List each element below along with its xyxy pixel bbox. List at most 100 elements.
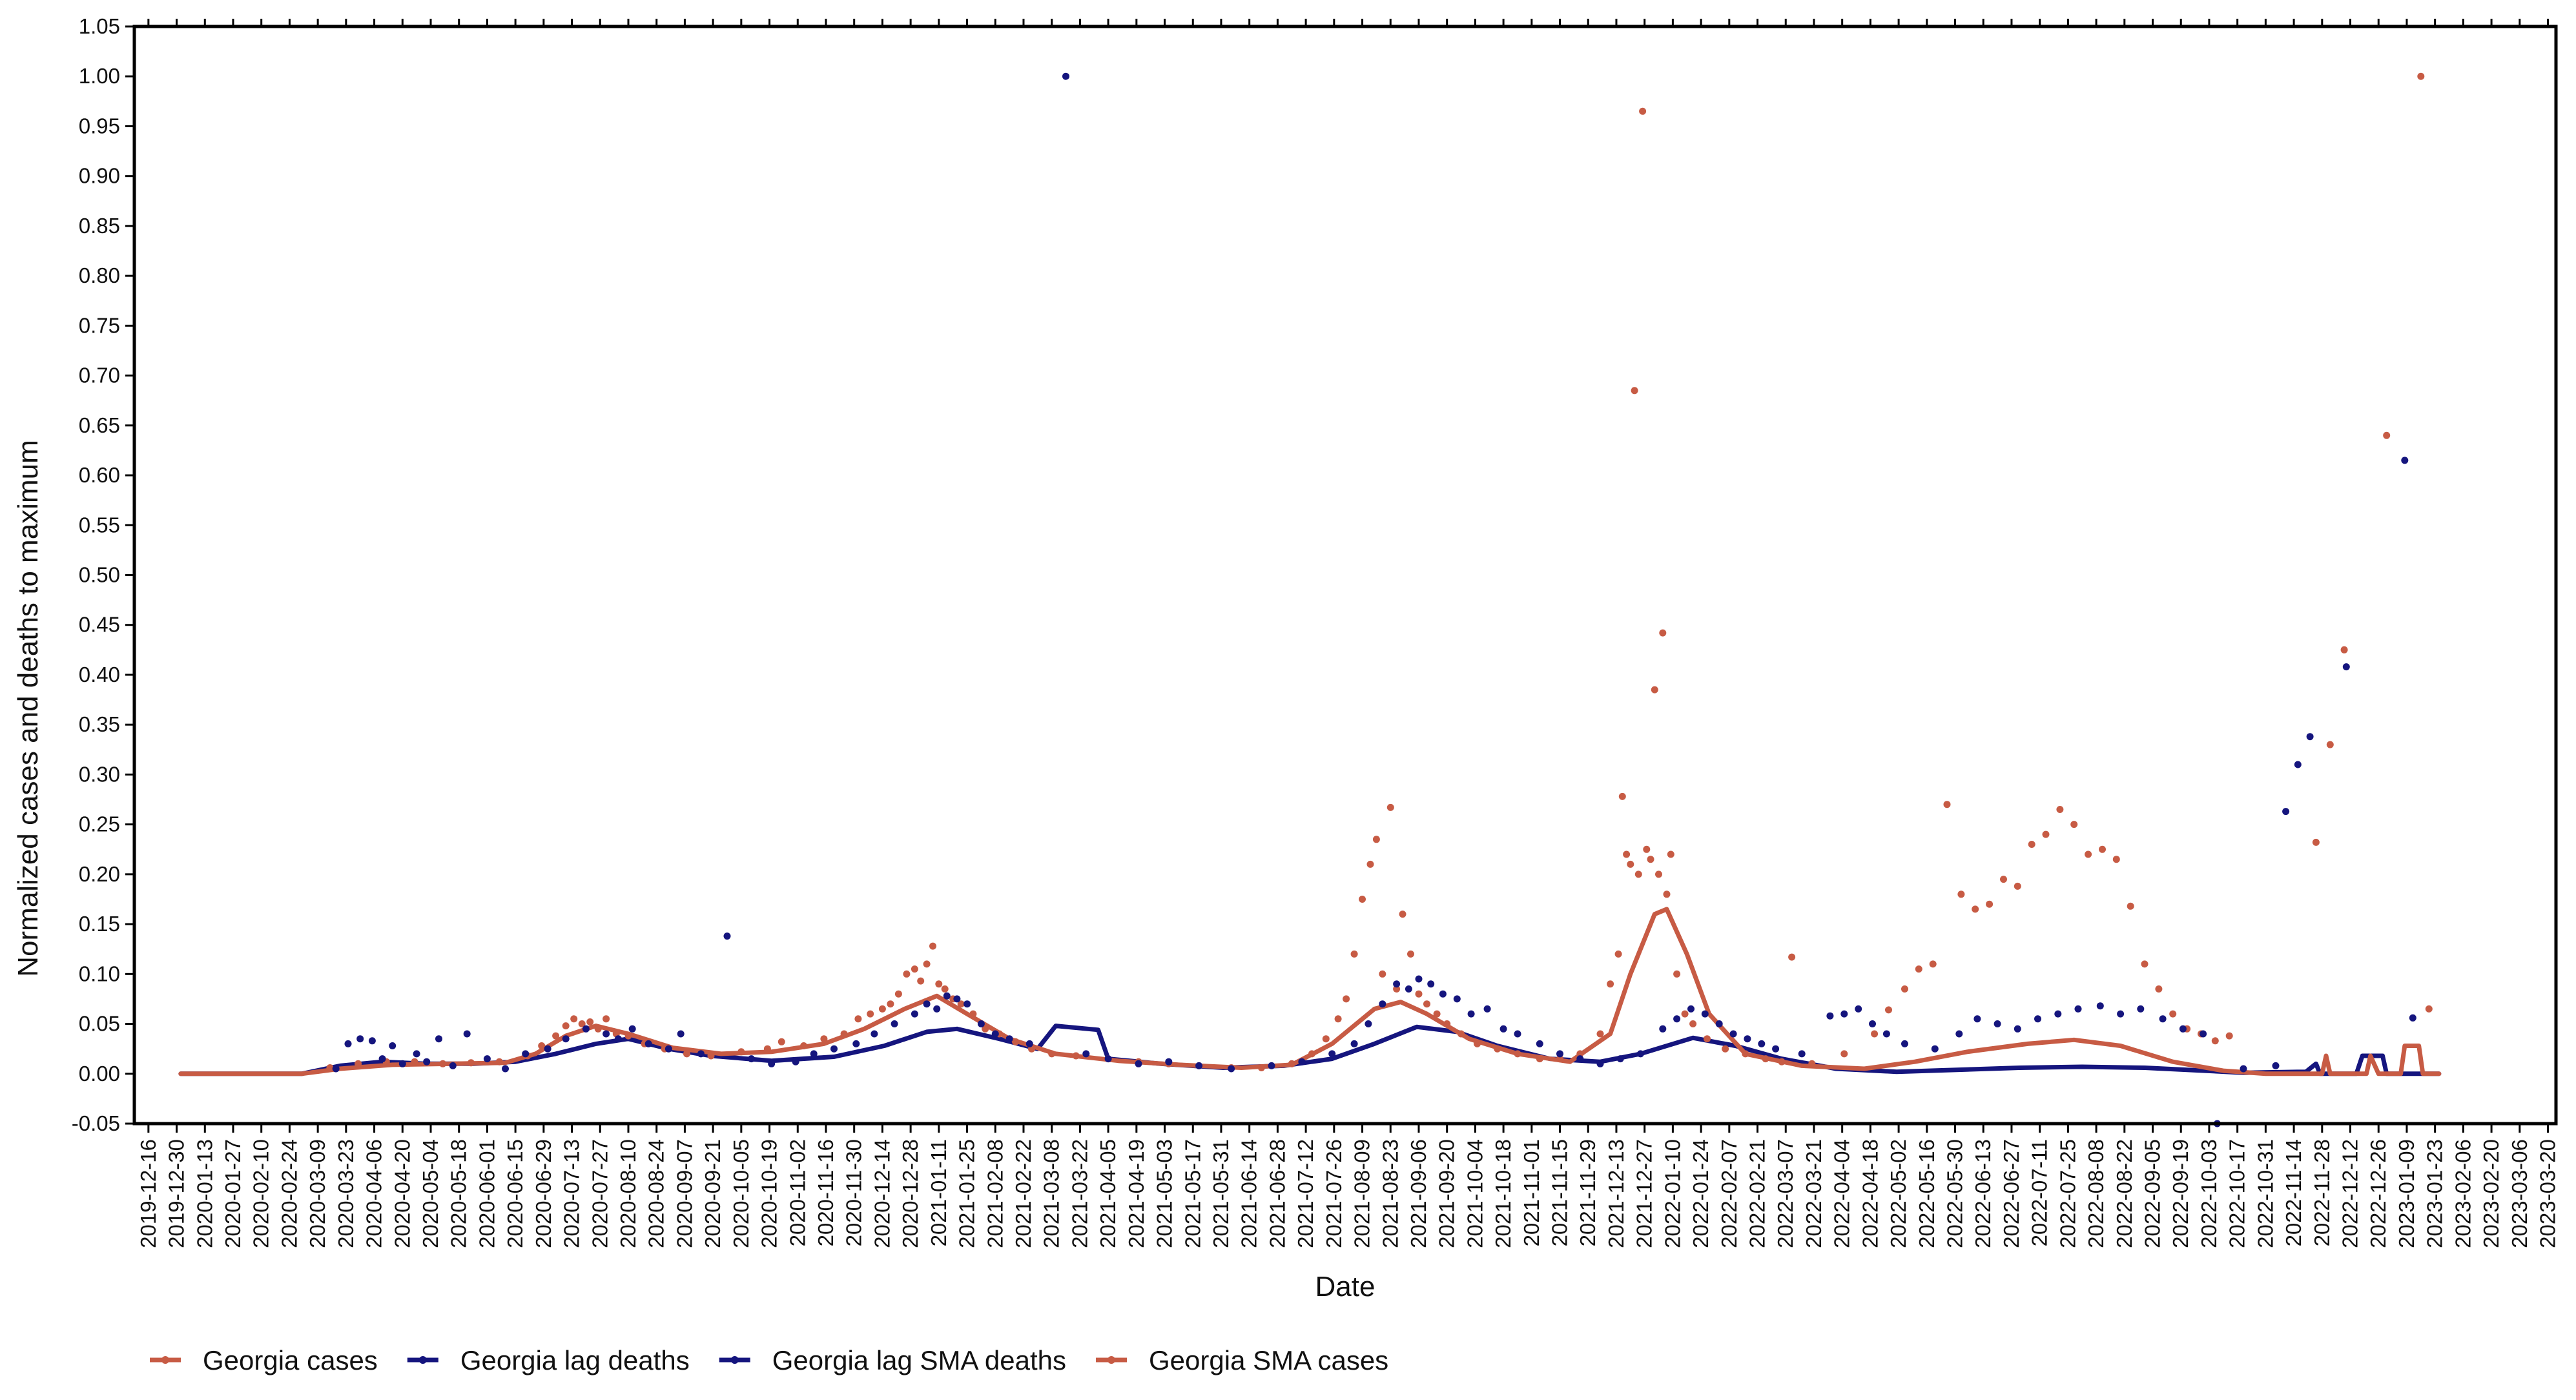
legend-label: Georgia lag deaths xyxy=(460,1345,690,1375)
data-point-georgia-lag-deaths xyxy=(665,1045,672,1053)
x-tick-label: 2022-08-08 xyxy=(2084,1139,2108,1248)
data-point-georgia-cases xyxy=(1778,1058,1786,1065)
data-point-georgia-cases xyxy=(2014,882,2021,890)
y-tick-label: 0.85 xyxy=(79,214,120,238)
data-point-georgia-lag-deaths xyxy=(2200,1030,2207,1038)
y-tick-label: 0.50 xyxy=(79,563,120,587)
data-point-georgia-cases xyxy=(2112,856,2120,863)
data-point-georgia-lag-deaths xyxy=(2096,1002,2104,1010)
x-tick-label: 2021-06-14 xyxy=(1237,1139,1261,1248)
data-point-georgia-cases xyxy=(2155,985,2163,993)
legend-item-georgia-cases: Georgia cases xyxy=(150,1345,378,1375)
x-tick-label: 2020-03-23 xyxy=(334,1139,358,1248)
y-tick-label: 0.55 xyxy=(79,513,120,537)
data-point-georgia-lag-deaths xyxy=(1855,1005,1862,1013)
data-point-georgia-lag-deaths xyxy=(1955,1030,1963,1038)
x-tick-label: 2020-04-06 xyxy=(362,1139,386,1248)
x-tick-label: 2021-11-01 xyxy=(1520,1139,1543,1246)
data-point-georgia-lag-deaths xyxy=(1536,1040,1543,1047)
x-tick-label: 2021-07-12 xyxy=(1293,1139,1317,1248)
data-point-georgia-lag-deaths xyxy=(644,1040,652,1047)
x-tick-label: 2021-04-05 xyxy=(1096,1139,1120,1248)
axes-layer: -0.05 0.00 0.05 0.10 0.15 0.20 0.25 0.30 0.35 0.4… xyxy=(72,14,2560,1248)
data-point-georgia-lag-deaths xyxy=(1994,1020,2001,1027)
data-point-georgia-cases xyxy=(1576,1050,1584,1058)
data-point-georgia-lag-deaths xyxy=(1195,1062,1203,1069)
data-point-georgia-cases xyxy=(2383,431,2391,439)
x-tick-label: 2020-09-07 xyxy=(672,1139,696,1248)
x-tick-label: 2023-01-09 xyxy=(2395,1139,2418,1248)
data-point-georgia-cases xyxy=(1808,1060,1816,1067)
data-point-georgia-cases xyxy=(763,1045,771,1053)
data-point-georgia-cases xyxy=(1257,1064,1265,1071)
data-point-georgia-lag-deaths xyxy=(2294,761,2302,768)
data-point-georgia-cases xyxy=(1514,1050,1521,1058)
data-point-georgia-lag-deaths xyxy=(502,1065,509,1073)
x-tick-label: 2022-05-30 xyxy=(1943,1139,1967,1248)
data-point-georgia-cases xyxy=(911,965,918,973)
legend-item-georgia-lag-sma-deaths: Georgia lag SMA deaths xyxy=(719,1345,1066,1375)
data-point-georgia-lag-deaths xyxy=(792,1058,799,1065)
x-tick-label: 2021-10-18 xyxy=(1491,1139,1515,1248)
data-point-georgia-lag-deaths xyxy=(991,1030,999,1038)
data-point-georgia-lag-deaths xyxy=(768,1060,776,1067)
data-point-georgia-cases xyxy=(917,977,925,985)
y-tick-label: 0.90 xyxy=(79,164,120,188)
data-point-georgia-lag-deaths xyxy=(2117,1010,2125,1018)
x-tick-label: 2021-05-31 xyxy=(1209,1139,1233,1248)
x-tick-label: 2019-12-30 xyxy=(165,1139,189,1248)
data-point-georgia-cases xyxy=(1742,1050,1749,1058)
data-point-georgia-lag-deaths xyxy=(923,1000,931,1008)
legend-label: Georgia SMA cases xyxy=(1149,1345,1388,1375)
data-point-georgia-cases xyxy=(1072,1052,1080,1060)
x-tick-label: 2021-02-22 xyxy=(1011,1139,1035,1248)
data-point-georgia-cases xyxy=(1634,870,1642,878)
data-point-georgia-cases xyxy=(1366,860,1374,868)
x-tick-label: 2022-11-28 xyxy=(2310,1139,2334,1246)
y-tick-label: 0.70 xyxy=(79,364,120,387)
x-tick-label: 2022-03-07 xyxy=(1773,1139,1797,1248)
x-tick-label: 2020-02-10 xyxy=(249,1139,273,1248)
data-point-georgia-cases xyxy=(778,1038,785,1045)
data-point-georgia-lag-deaths xyxy=(697,1050,705,1058)
series-layer xyxy=(178,72,2442,1127)
data-point-georgia-lag-deaths xyxy=(2179,1025,2187,1033)
data-point-georgia-lag-deaths xyxy=(1499,1025,1507,1033)
x-tick-label: 2020-09-21 xyxy=(701,1139,725,1248)
x-tick-label: 2022-01-24 xyxy=(1689,1139,1713,1248)
x-tick-label: 2022-02-07 xyxy=(1717,1139,1741,1248)
y-tick-label: 1.05 xyxy=(79,14,120,38)
data-point-georgia-cases xyxy=(1689,1020,1697,1027)
data-point-georgia-cases xyxy=(538,1042,546,1049)
data-point-georgia-lag-deaths xyxy=(943,992,951,1000)
data-point-georgia-lag-deaths xyxy=(677,1030,685,1038)
data-point-georgia-lag-deaths xyxy=(483,1055,491,1063)
data-point-georgia-lag-deaths xyxy=(1826,1012,1834,1020)
data-point-georgia-cases xyxy=(820,1035,828,1043)
x-tick-label: 2021-12-27 xyxy=(1633,1139,1656,1248)
legend-label: Georgia cases xyxy=(203,1345,378,1375)
y-tick-label: 0.00 xyxy=(79,1062,120,1086)
x-tick-label: 2022-07-11 xyxy=(2028,1139,2052,1246)
x-tick-label: 2022-08-22 xyxy=(2112,1139,2136,1248)
data-point-georgia-cases xyxy=(1871,1030,1879,1038)
data-point-georgia-cases xyxy=(594,1025,602,1033)
data-point-georgia-lag-deaths xyxy=(1393,980,1401,988)
data-point-georgia-cases xyxy=(603,1015,610,1023)
x-tick-label: 2020-02-24 xyxy=(277,1139,301,1248)
x-tick-label: 2022-07-25 xyxy=(2056,1139,2079,1248)
x-tick-label: 2021-08-23 xyxy=(1378,1139,1402,1248)
x-tick-label: 2021-01-11 xyxy=(927,1139,951,1246)
data-point-georgia-cases xyxy=(2169,1010,2177,1018)
data-point-georgia-cases xyxy=(2056,806,2064,813)
data-point-georgia-lag-deaths xyxy=(1228,1065,1235,1073)
data-point-georgia-cases xyxy=(854,1015,862,1023)
x-tick-label: 2022-12-26 xyxy=(2366,1139,2390,1248)
data-point-georgia-lag-deaths xyxy=(748,1055,755,1063)
data-point-georgia-cases xyxy=(1607,980,1614,988)
data-point-georgia-lag-deaths xyxy=(1869,1020,1876,1027)
data-point-georgia-cases xyxy=(929,942,936,950)
y-axis-title: Normalized cases and deaths to maximum xyxy=(12,440,44,976)
data-point-georgia-cases xyxy=(1943,801,1951,808)
data-point-georgia-cases xyxy=(1474,1040,1481,1047)
